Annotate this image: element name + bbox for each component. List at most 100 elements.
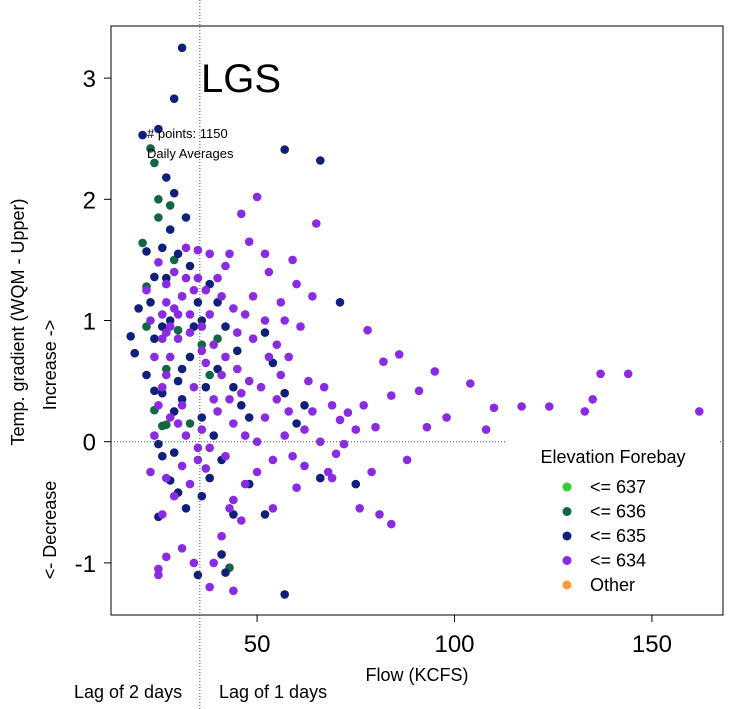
data-point bbox=[162, 279, 171, 289]
data-point bbox=[146, 298, 155, 307]
data-point bbox=[201, 285, 211, 295]
data-point bbox=[158, 388, 167, 398]
data-point bbox=[142, 370, 151, 380]
data-point bbox=[237, 516, 246, 525]
data-point bbox=[284, 407, 294, 416]
data-point bbox=[292, 483, 301, 493]
data-point bbox=[280, 145, 290, 154]
data-point bbox=[169, 188, 179, 198]
data-point bbox=[221, 261, 230, 271]
data-point bbox=[225, 395, 234, 404]
data-point bbox=[150, 158, 159, 168]
data-point bbox=[162, 370, 171, 380]
data-point bbox=[158, 510, 167, 519]
data-point bbox=[248, 292, 258, 301]
data-point bbox=[233, 346, 242, 356]
data-point bbox=[343, 408, 353, 417]
legend-entry-label: <= 636 bbox=[590, 502, 646, 522]
legend-entry-label: <= 634 bbox=[590, 551, 646, 571]
lag-2-days-label: Lag of 2 days bbox=[74, 682, 182, 702]
data-point bbox=[256, 382, 266, 392]
data-point bbox=[466, 379, 475, 388]
data-point bbox=[233, 328, 242, 337]
data-point bbox=[177, 43, 187, 53]
data-point bbox=[154, 258, 163, 267]
data-point bbox=[146, 316, 155, 325]
y-tick-label: 3 bbox=[83, 66, 96, 93]
data-point bbox=[292, 419, 301, 428]
data-point bbox=[158, 310, 167, 319]
data-point bbox=[481, 425, 491, 434]
data-point bbox=[205, 473, 214, 483]
data-point bbox=[162, 173, 171, 182]
data-point bbox=[276, 298, 286, 307]
data-point bbox=[430, 367, 440, 376]
data-point bbox=[193, 570, 203, 580]
data-point bbox=[138, 238, 147, 248]
data-point bbox=[371, 422, 380, 432]
data-point bbox=[189, 382, 199, 392]
data-point bbox=[130, 348, 139, 358]
data-point bbox=[150, 431, 159, 440]
data-point bbox=[154, 439, 163, 449]
data-point bbox=[154, 570, 163, 580]
x-tick-label: 100 bbox=[434, 631, 474, 658]
lag-1-days-label: Lag of 1 days bbox=[219, 682, 327, 702]
data-point bbox=[169, 448, 179, 457]
data-point bbox=[225, 504, 234, 513]
data-point bbox=[201, 464, 211, 473]
data-point bbox=[181, 431, 191, 440]
data-point bbox=[177, 364, 187, 374]
data-point bbox=[169, 94, 179, 103]
data-point bbox=[209, 395, 218, 404]
data-point bbox=[240, 479, 250, 489]
y-axis-increase-label: Increase -> bbox=[40, 320, 60, 411]
data-point bbox=[158, 382, 167, 392]
data-point bbox=[146, 467, 155, 477]
data-point bbox=[312, 219, 321, 228]
data-point bbox=[244, 413, 254, 422]
data-point bbox=[209, 558, 218, 568]
data-point bbox=[193, 443, 203, 453]
data-point bbox=[379, 357, 388, 367]
data-point bbox=[588, 395, 597, 404]
data-point bbox=[280, 590, 290, 599]
data-point bbox=[402, 455, 412, 465]
data-point bbox=[225, 249, 234, 259]
data-point bbox=[169, 255, 179, 265]
y-tick-label: 2 bbox=[83, 187, 96, 214]
data-point bbox=[189, 558, 199, 568]
data-point bbox=[146, 144, 155, 153]
data-point bbox=[280, 316, 290, 325]
data-point bbox=[154, 401, 163, 410]
data-point bbox=[355, 504, 365, 513]
data-point bbox=[205, 279, 214, 289]
points-layer bbox=[126, 43, 704, 599]
data-point bbox=[185, 479, 195, 489]
data-point bbox=[268, 455, 278, 465]
data-point bbox=[414, 386, 424, 396]
data-point bbox=[150, 272, 159, 282]
data-point bbox=[213, 407, 222, 416]
data-point bbox=[197, 491, 207, 501]
data-point bbox=[260, 316, 270, 325]
data-point bbox=[197, 346, 207, 356]
y-tick-label: 1 bbox=[83, 309, 96, 336]
data-point bbox=[177, 544, 187, 553]
x-axis-label: Flow (KCFS) bbox=[366, 665, 469, 685]
data-point bbox=[517, 402, 526, 411]
y-axis-ticks: -1 0 1 2 3 bbox=[75, 66, 111, 578]
data-point bbox=[162, 473, 171, 483]
data-point bbox=[252, 467, 262, 477]
legend-marker bbox=[562, 580, 572, 590]
data-point bbox=[335, 298, 345, 307]
data-point bbox=[205, 310, 214, 319]
data-point bbox=[134, 304, 143, 313]
data-point bbox=[205, 370, 214, 380]
data-point bbox=[276, 370, 286, 380]
data-point bbox=[181, 243, 191, 253]
data-point bbox=[169, 304, 179, 313]
data-point bbox=[252, 437, 262, 447]
data-point bbox=[272, 340, 282, 350]
